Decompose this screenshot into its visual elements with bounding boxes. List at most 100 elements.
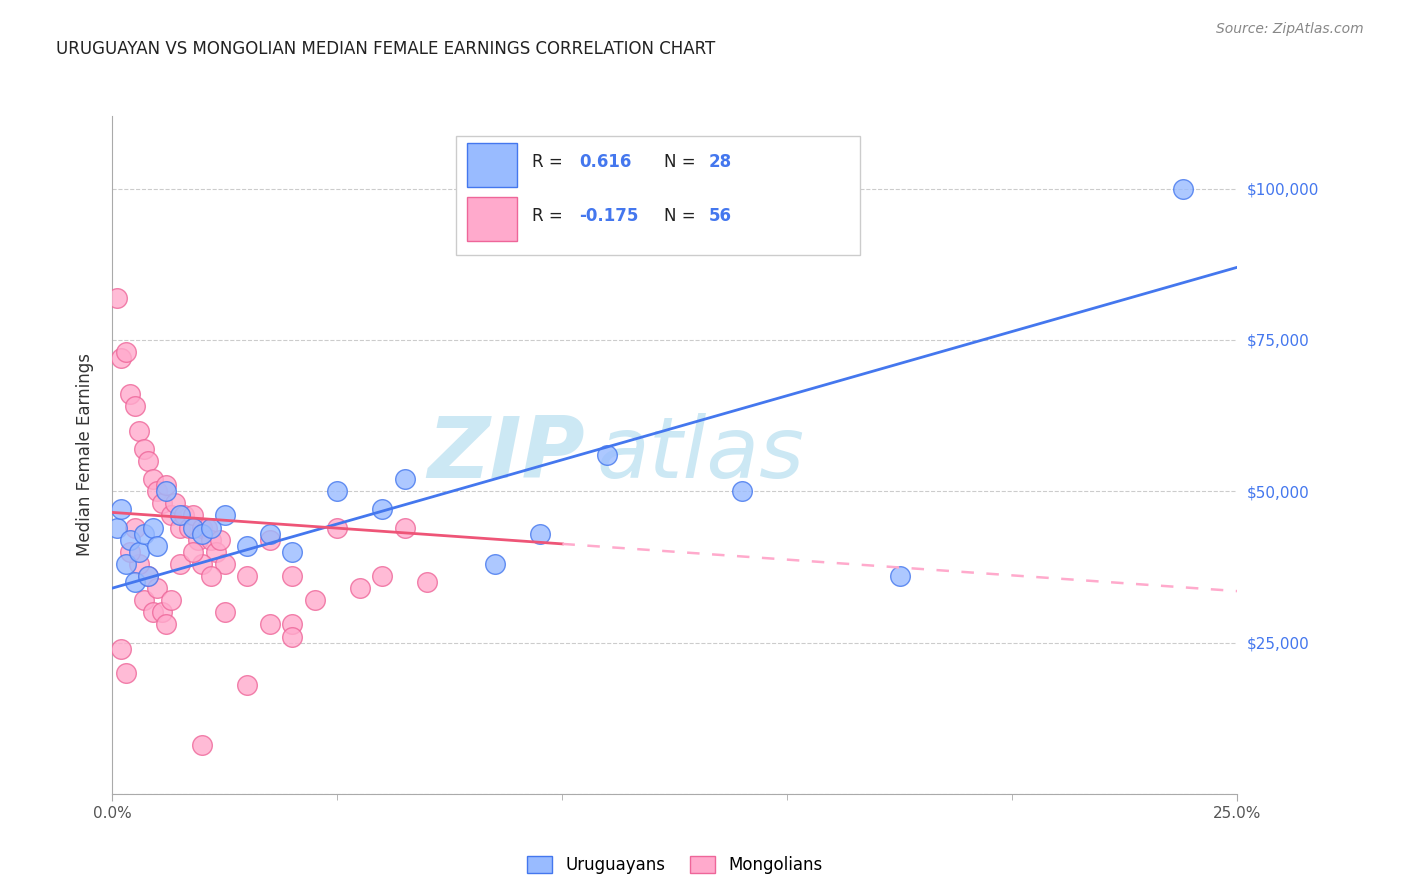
Point: [281, 545, 304, 559]
Point: [259, 533, 281, 547]
Point: [259, 617, 281, 632]
Point: [105, 520, 128, 534]
Point: [394, 472, 416, 486]
Point: [281, 630, 304, 644]
Point: [155, 484, 177, 499]
Point: [304, 593, 326, 607]
Point: [200, 520, 222, 534]
Point: [105, 291, 128, 305]
Point: [142, 520, 165, 534]
Point: [128, 424, 150, 438]
Point: [326, 520, 349, 534]
Point: [173, 508, 195, 523]
Point: [394, 520, 416, 534]
Point: [150, 605, 173, 619]
Point: [155, 617, 177, 632]
Point: [529, 526, 551, 541]
Point: [138, 454, 160, 468]
Point: [200, 569, 222, 583]
Text: 28: 28: [709, 153, 731, 171]
Point: [146, 581, 169, 595]
Point: [214, 508, 236, 523]
Point: [236, 678, 259, 692]
Text: 56: 56: [709, 207, 731, 226]
Point: [416, 575, 439, 590]
Point: [596, 448, 619, 462]
Point: [195, 520, 218, 534]
Point: [214, 557, 236, 571]
Point: [731, 484, 754, 499]
Point: [484, 557, 506, 571]
Text: R =: R =: [531, 153, 568, 171]
Point: [200, 533, 222, 547]
Point: [169, 508, 191, 523]
Point: [281, 617, 304, 632]
Point: [214, 605, 236, 619]
Point: [150, 496, 173, 510]
Y-axis label: Median Female Earnings: Median Female Earnings: [76, 353, 94, 557]
Point: [191, 526, 214, 541]
Point: [1173, 181, 1195, 195]
Point: [124, 400, 146, 414]
Point: [160, 508, 183, 523]
Point: [132, 593, 155, 607]
Point: [146, 539, 169, 553]
Point: [205, 545, 228, 559]
Point: [371, 569, 394, 583]
Text: 0.616: 0.616: [579, 153, 631, 171]
Point: [146, 484, 169, 499]
Text: URUGUAYAN VS MONGOLIAN MEDIAN FEMALE EARNINGS CORRELATION CHART: URUGUAYAN VS MONGOLIAN MEDIAN FEMALE EAR…: [56, 40, 716, 58]
FancyBboxPatch shape: [456, 136, 860, 255]
Point: [132, 442, 155, 456]
Text: N =: N =: [664, 207, 700, 226]
Point: [132, 526, 155, 541]
Point: [110, 502, 132, 516]
Point: [138, 569, 160, 583]
Point: [124, 520, 146, 534]
Text: ZIP: ZIP: [427, 413, 585, 497]
Point: [177, 520, 200, 534]
FancyBboxPatch shape: [467, 143, 517, 187]
Point: [165, 496, 187, 510]
Point: [120, 545, 142, 559]
Point: [142, 605, 165, 619]
Point: [349, 581, 371, 595]
Point: [259, 526, 281, 541]
Point: [191, 520, 214, 534]
Point: [115, 557, 138, 571]
Point: [191, 739, 214, 753]
Point: [169, 557, 191, 571]
Point: [115, 345, 138, 359]
Point: [183, 545, 205, 559]
Point: [110, 351, 132, 365]
Point: [169, 520, 191, 534]
Point: [191, 557, 214, 571]
Text: atlas: atlas: [596, 413, 804, 497]
Point: [183, 520, 205, 534]
Text: N =: N =: [664, 153, 700, 171]
Point: [236, 539, 259, 553]
Point: [142, 472, 165, 486]
Point: [281, 569, 304, 583]
Point: [110, 641, 132, 656]
Point: [236, 569, 259, 583]
Point: [160, 593, 183, 607]
Point: [120, 533, 142, 547]
Point: [124, 575, 146, 590]
Point: [187, 533, 209, 547]
Point: [138, 569, 160, 583]
FancyBboxPatch shape: [467, 197, 517, 242]
Point: [209, 533, 232, 547]
Point: [128, 557, 150, 571]
Text: R =: R =: [531, 207, 568, 226]
Point: [155, 478, 177, 492]
Point: [889, 569, 911, 583]
Legend: Uruguayans, Mongolians: Uruguayans, Mongolians: [527, 855, 823, 873]
Point: [120, 387, 142, 401]
Point: [326, 484, 349, 499]
Point: [183, 508, 205, 523]
Point: [115, 665, 138, 680]
Text: -0.175: -0.175: [579, 207, 638, 226]
Text: Source: ZipAtlas.com: Source: ZipAtlas.com: [1216, 22, 1364, 37]
Point: [371, 502, 394, 516]
